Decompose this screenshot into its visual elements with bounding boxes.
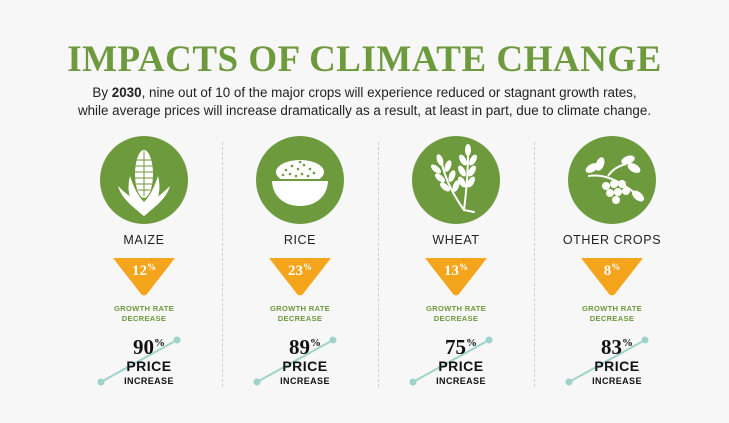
crop-card-maize: MAIZE 12% GROWTH RATE DECREASE 90% PRICE … [79,136,209,396]
column-divider [222,142,223,387]
growth-value: 13% [444,262,468,279]
increase-label: INCREASE [592,376,642,386]
growth-value: 8% [603,262,621,279]
price-trend-icon [565,336,649,386]
price-value: 75% [445,335,477,359]
increase-label: INCREASE [436,376,486,386]
increase-label: INCREASE [280,376,330,386]
price-value: 90% [133,335,165,359]
growth-badge [269,258,331,296]
price-trend-icon [253,336,337,386]
price-trend-icon [97,336,181,386]
price-trend-icon [409,336,493,386]
crop-name: RICE [283,233,317,247]
growth-badge [113,258,175,296]
price-value: 89% [289,335,321,359]
column-divider [378,142,379,387]
wheat-icon [412,136,500,224]
growth-badge [425,258,487,296]
growth-value: 23% [288,262,312,279]
subtitle-year: 2030 [111,85,142,100]
subtitle: By 2030, nine out of 10 of the major cro… [20,84,709,120]
increase-label: INCREASE [124,376,174,386]
growth-value: 12% [132,262,156,279]
price-label: PRICE [126,358,172,374]
growth-rate-label: GROWTH RATE DECREASE [113,304,175,323]
growth-rate-label: GROWTH RATE DECREASE [425,304,487,323]
subtitle-prefix: By [92,85,112,100]
price-label: PRICE [438,358,484,374]
crop-card-other-crops: OTHER CROPS 8% GROWTH RATE DECREASE 83% P… [547,136,677,396]
crop-name: OTHER CROPS [562,233,662,247]
price-label: PRICE [282,358,328,374]
rice-bowl-icon [256,136,344,224]
crop-name: MAIZE [123,233,165,247]
price-value: 83% [601,335,633,359]
maize-icon [100,136,188,224]
page-title: IMPACTS OF CLIMATE CHANGE [67,39,662,80]
growth-rate-label: GROWTH RATE DECREASE [581,304,643,323]
subtitle-line2: while average prices will increase drama… [77,103,652,118]
column-divider [534,142,535,387]
subtitle-line1: , nine out of 10 of the major crops will… [141,85,637,100]
crop-card-wheat: WHEAT 13% GROWTH RATE DECREASE 75% PRICE … [391,136,521,396]
crop-card-rice: RICE 23% GROWTH RATE DECREASE 89% PRICE I… [235,136,365,396]
other-crops-icon [568,136,656,224]
price-label: PRICE [594,358,640,374]
growth-rate-label: GROWTH RATE DECREASE [269,304,331,323]
growth-badge [581,258,643,296]
crop-name: WHEAT [432,233,480,247]
